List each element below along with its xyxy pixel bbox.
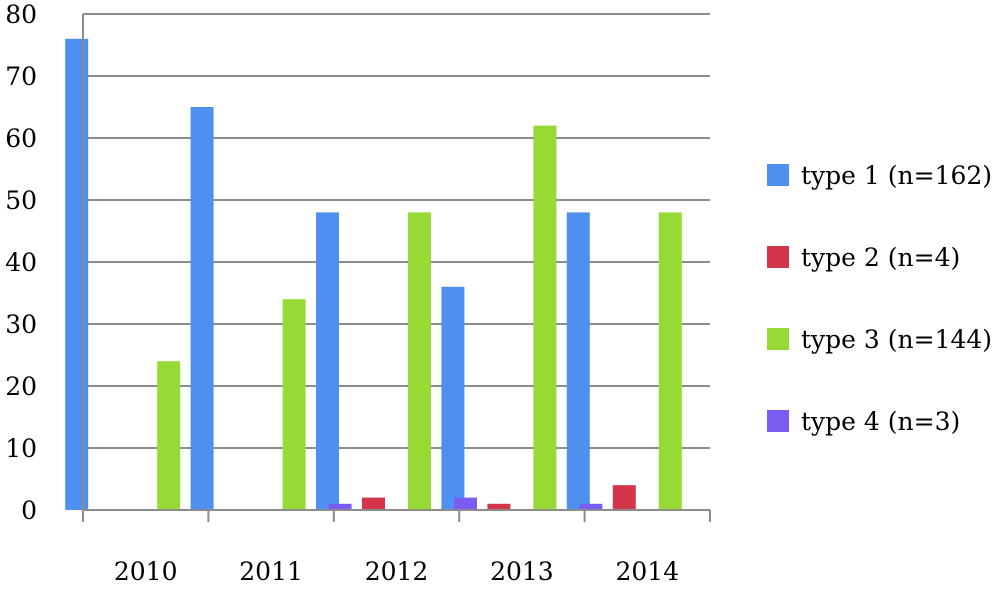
legend-swatch: [767, 328, 789, 350]
bars: [65, 38, 682, 511]
bar-2012-series-2: [362, 497, 385, 510]
bar-2010-series-1: [65, 38, 89, 511]
legend-label: type 1 (n=162): [801, 161, 992, 190]
y-tick-label: 80: [5, 0, 37, 29]
bar-2012-series-4: [454, 497, 477, 510]
legend: type 1 (n=162) type 2 (n=4) type 3 (n=144)…: [767, 161, 992, 436]
legend-label: type 2 (n=4): [801, 243, 960, 272]
y-tick-label: 20: [5, 372, 37, 401]
y-tick-label: 60: [5, 124, 37, 153]
bar-2013-series-2: [487, 503, 511, 510]
bar-2011-series-1: [190, 107, 214, 510]
bar-2014-series-3: [658, 212, 682, 510]
x-tick-label: 2014: [615, 557, 679, 586]
bar-2014-series-1: [566, 212, 590, 510]
bar-2013-series-3: [533, 125, 557, 510]
legend-label: type 3 (n=144): [801, 325, 992, 354]
bar-2012-series-3: [408, 212, 431, 510]
x-tick-label: 2010: [114, 557, 178, 586]
y-tick-label: 50: [5, 186, 37, 215]
legend-swatch: [767, 246, 789, 268]
y-tick-label: 0: [21, 496, 37, 525]
axes: 0 10 20 30 40 50 60 70 80 2010 2011 2012 2013 2014: [5, 0, 711, 586]
bar-2010-series-3: [157, 361, 181, 510]
bar-2013-series-4: [579, 503, 603, 510]
x-tick-label: 2012: [365, 557, 429, 586]
bar-2013-series-1: [441, 286, 465, 510]
x-tick-label: 2013: [490, 557, 554, 586]
bar-2011-series-3: [282, 299, 306, 510]
y-tick-label: 30: [5, 310, 37, 339]
legend-swatch: [767, 410, 789, 432]
bar-2014-series-2: [612, 485, 636, 510]
x-tick-label: 2011: [239, 557, 303, 586]
grid-lines: [83, 13, 710, 449]
bar-2012-series-1: [316, 212, 339, 510]
bar-2011-series-4: [328, 503, 352, 510]
legend-label: type 4 (n=3): [801, 407, 960, 436]
y-tick-label: 70: [5, 62, 37, 91]
y-tick-label: 10: [5, 434, 37, 463]
y-tick-label: 40: [5, 248, 37, 277]
legend-swatch: [767, 164, 789, 186]
